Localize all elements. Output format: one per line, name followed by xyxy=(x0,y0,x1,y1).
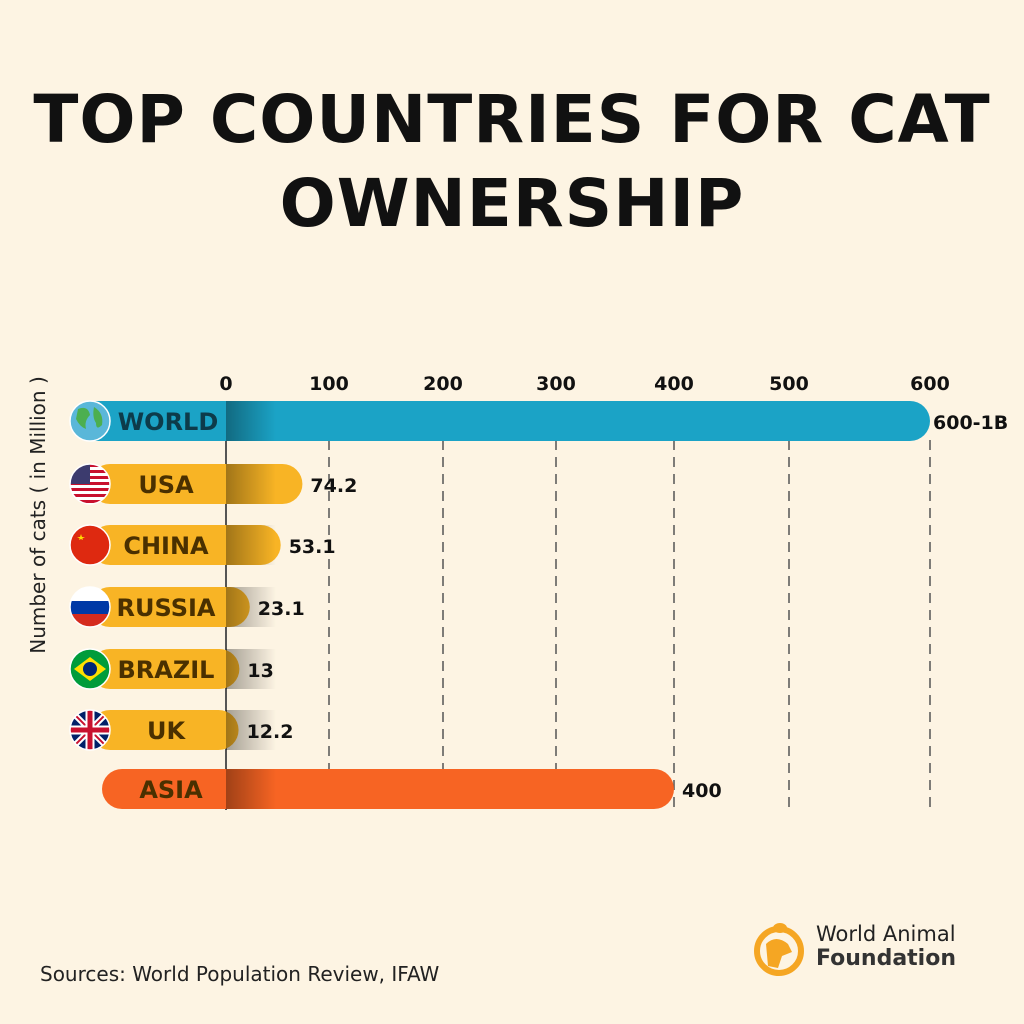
x-tick-label: 300 xyxy=(536,373,576,395)
x-tick-label: 100 xyxy=(309,373,349,395)
uk-flag-icon xyxy=(69,709,111,751)
logo: World Animal Foundation xyxy=(752,918,956,976)
bar-shadow xyxy=(226,587,276,627)
x-tick-label: 500 xyxy=(769,373,809,395)
value-label: 12.2 xyxy=(247,721,294,743)
bar-shadow xyxy=(226,525,276,565)
category-label: BRAZIL xyxy=(118,656,215,684)
x-tick-label: 400 xyxy=(654,373,694,395)
usa-flag-icon xyxy=(69,463,111,505)
bar-shadow xyxy=(226,769,276,809)
x-tick-label: 0 xyxy=(219,373,232,395)
brazil-flag-icon xyxy=(69,648,111,690)
x-tick-label: 600 xyxy=(910,373,950,395)
value-label: 400 xyxy=(682,780,722,802)
value-label: 13 xyxy=(247,660,273,682)
category-label: UK xyxy=(147,717,186,745)
bar-shadow xyxy=(226,649,276,689)
bar-russia xyxy=(90,587,250,627)
category-label: CHINA xyxy=(123,532,209,560)
bar-shadow xyxy=(226,710,276,750)
source-note: Sources: World Population Review, IFAW xyxy=(40,962,440,986)
china-flag-icon xyxy=(69,524,111,566)
bar-brazil xyxy=(90,649,240,689)
bar-shadow xyxy=(226,464,276,504)
value-label: 53.1 xyxy=(289,536,336,558)
category-label: USA xyxy=(138,471,194,499)
russia-flag-icon xyxy=(69,586,111,628)
value-label: 23.1 xyxy=(258,598,305,620)
x-tick-label: 200 xyxy=(423,373,463,395)
chart-title: TOP COUNTRIES FOR CAT OWNERSHIP xyxy=(33,81,991,242)
globe-icon xyxy=(69,400,111,442)
value-label: 74.2 xyxy=(310,475,357,497)
logo-line1: World Animal xyxy=(816,922,956,946)
category-label: WORLD xyxy=(118,408,219,436)
bar-world xyxy=(72,401,930,441)
category-label: ASIA xyxy=(139,776,203,804)
animal-logo-icon xyxy=(754,923,804,976)
bar-uk xyxy=(90,710,239,750)
value-label: 600-1B xyxy=(933,412,1008,434)
category-label: RUSSIA xyxy=(117,594,216,622)
logo-line2: Foundation xyxy=(816,946,957,971)
bar-shadow xyxy=(226,401,276,441)
